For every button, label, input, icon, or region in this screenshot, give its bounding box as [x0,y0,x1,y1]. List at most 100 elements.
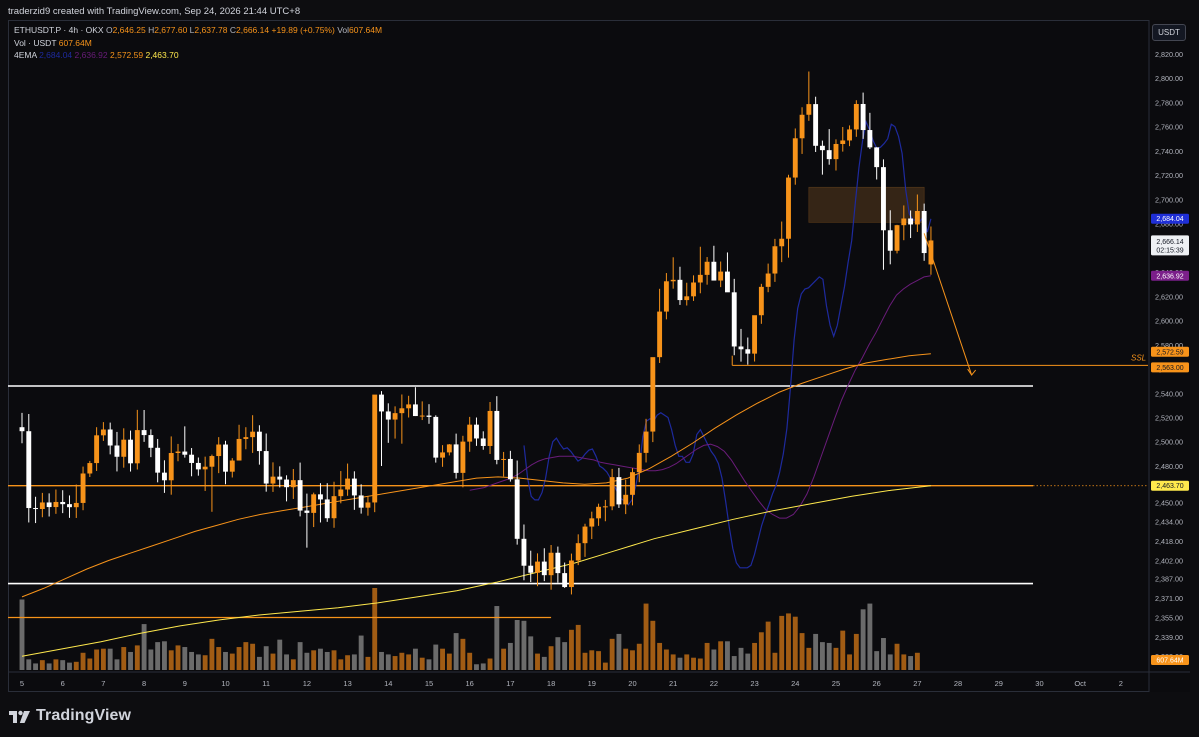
legend-ema-label[interactable]: 4EMA [14,50,37,60]
volume-bar [128,651,133,670]
volume-bar [33,663,39,670]
price-tick-label: 2,387.00 [1155,575,1183,584]
candle-body [819,145,825,151]
volume-bar [623,648,629,670]
volume-bar [338,659,344,670]
volume-bar [521,620,527,670]
volume-bar [562,642,568,670]
legend-o-label: O [105,25,113,35]
volume-bar [345,655,351,670]
candle-body [684,296,690,301]
volume-bar [202,655,208,670]
candle-body [141,430,147,436]
candles [19,71,934,595]
candle-body [582,526,588,544]
candle-body [195,462,201,470]
volume-bar [894,643,900,670]
volume-bar [195,654,201,670]
candle-body [406,404,412,409]
volume-bar [596,651,602,670]
time-tick-label: 22 [710,679,718,688]
volume-bar [318,648,323,670]
candle-body [541,561,547,576]
volume-bar [216,647,222,670]
legend-volume-row: Vol · USDT 607.64M [14,37,382,50]
candle-body [507,458,513,480]
candle-body [840,140,846,144]
volume-bar [433,644,439,670]
volume-bar [270,653,276,670]
volume-bar [806,647,812,670]
legend-low: 2,637.78 [194,25,228,35]
legend-ema3: 2,572.59 [110,50,144,60]
legend-volume-label[interactable]: Vol · USDT [14,37,57,48]
candle-body [60,501,66,505]
candle-body [100,429,106,436]
currency-button[interactable]: USDT [1152,24,1186,41]
price-tick-label: 2,580.00 [1155,341,1183,350]
time-tick-label: 28 [954,679,962,688]
ema-lines [21,119,932,657]
legend-symbol[interactable]: ETHUSDT.P · 4h · OKX [14,25,104,35]
candle-body [134,430,140,464]
price-chart[interactable]: SSL 2,840.002,820.002,800.002,780.002,76… [8,20,1190,692]
volume-bar [650,620,656,670]
volume-bar [819,642,825,670]
volume-bar [94,649,100,670]
price-tick-label: 2,434.00 [1155,518,1183,527]
volume-bar [731,656,737,670]
volume-bar [602,662,608,670]
price-label-bg [1151,270,1189,281]
candle-body [711,261,717,281]
candle-body [277,476,283,480]
volume-bar [528,636,534,670]
time-tick-label: 30 [1035,679,1043,688]
footer [0,692,1199,737]
volume-bar [26,659,32,670]
candle-body [148,435,154,448]
volume-bar [914,652,920,670]
volume-bar [236,647,242,670]
candle-body [202,466,208,470]
volume-bar [630,650,635,670]
candle-body [229,460,235,472]
price-tick-label: 2,720.00 [1155,171,1183,180]
candle-body [738,346,744,350]
volume-bar [847,654,852,670]
volume-bar [331,650,337,670]
volume-bar [73,661,79,670]
volume-bar [772,652,778,670]
candle-body [799,114,805,139]
price-tick-label: 2,371.00 [1155,594,1183,603]
time-tick-label: 2 [1119,679,1123,688]
candle-body [474,424,479,439]
legend-ohlc-row: ETHUSDT.P · 4h · OKX O2,646.25 H2,677.60… [14,24,382,37]
candle-body [575,543,581,561]
price-label: 607.64M [1151,655,1189,665]
volume-bar [535,653,540,670]
volume-bar [419,657,425,670]
legend-close: 2,666.14 [236,25,270,35]
legend-ema1: 2,684.04 [39,50,73,60]
candle-body [487,410,493,446]
tradingview-logo[interactable]: TradingView [9,706,131,726]
volume-bar [141,624,147,670]
candle-body [33,508,39,510]
candle-body [528,565,534,573]
volume-bar [223,651,228,670]
price-label-text: 2,666.14 [1156,239,1183,246]
volume-bar [365,656,371,670]
candle-body [480,438,486,446]
candle-body [223,444,228,472]
candle-body [331,496,337,519]
legend-vol-label: Vol [337,25,350,35]
volume-bar [826,642,832,670]
volume-bar [39,660,45,670]
candle-body [80,473,86,503]
volume-bar [663,649,669,670]
volume-bar [182,647,188,670]
volume-bar [474,664,479,670]
time-tick-label: 19 [588,679,596,688]
candle-body [121,439,127,457]
candle-body [372,394,378,503]
